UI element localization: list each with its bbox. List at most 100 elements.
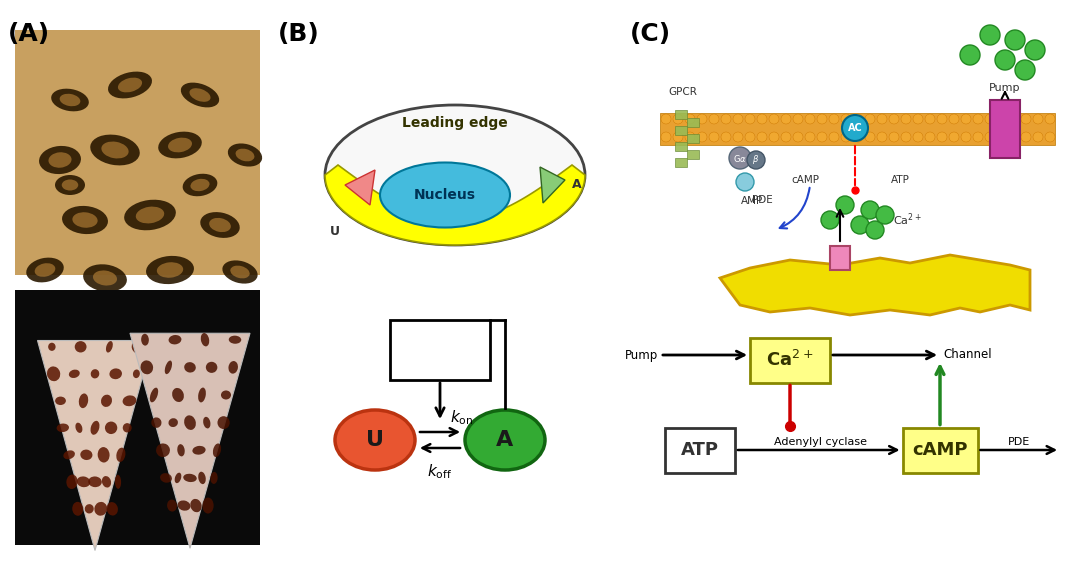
Ellipse shape [114,475,121,489]
Circle shape [781,132,791,142]
Ellipse shape [175,473,181,483]
Bar [903,428,977,473]
Ellipse shape [102,476,111,488]
Ellipse shape [177,444,185,456]
Ellipse shape [229,336,241,344]
Text: A: A [572,178,582,192]
Ellipse shape [91,421,99,435]
Ellipse shape [62,206,108,234]
Polygon shape [720,255,1030,315]
Ellipse shape [106,341,112,353]
Text: PDE: PDE [1008,437,1030,447]
Ellipse shape [150,388,158,402]
Ellipse shape [64,450,75,459]
Ellipse shape [77,477,91,487]
Ellipse shape [211,472,218,484]
Ellipse shape [221,391,231,399]
Circle shape [821,211,839,229]
Ellipse shape [117,448,125,462]
Ellipse shape [146,256,194,284]
Ellipse shape [183,174,217,196]
Ellipse shape [229,361,238,374]
Circle shape [1045,132,1055,142]
Ellipse shape [72,502,83,516]
Circle shape [729,147,751,169]
Ellipse shape [217,416,230,429]
Ellipse shape [123,423,132,433]
Circle shape [851,216,869,234]
Ellipse shape [198,388,206,402]
Bar [665,428,735,473]
Circle shape [877,132,887,142]
Circle shape [877,114,887,124]
Bar [750,338,831,383]
Circle shape [661,114,671,124]
Circle shape [865,132,875,142]
Circle shape [673,114,683,124]
Circle shape [1032,114,1043,124]
Ellipse shape [180,83,219,107]
Circle shape [805,114,815,124]
Ellipse shape [55,175,85,195]
Ellipse shape [26,257,64,282]
Ellipse shape [102,395,112,407]
Ellipse shape [222,260,258,284]
Ellipse shape [192,446,205,455]
Bar [675,142,687,151]
Circle shape [769,132,779,142]
Text: ATP: ATP [891,175,909,185]
Circle shape [757,114,767,124]
Circle shape [985,132,995,142]
Ellipse shape [228,144,262,167]
Circle shape [769,114,779,124]
Ellipse shape [49,152,71,168]
Ellipse shape [109,368,122,379]
Circle shape [1009,132,1020,142]
Ellipse shape [335,410,415,470]
Circle shape [747,151,765,169]
Ellipse shape [201,333,210,346]
Polygon shape [345,170,375,205]
Ellipse shape [35,263,55,277]
Ellipse shape [151,417,162,428]
Bar [390,320,490,380]
Bar [15,290,260,545]
Text: $\beta$: $\beta$ [753,153,759,167]
Ellipse shape [168,418,178,427]
Ellipse shape [91,134,139,166]
Circle shape [861,201,879,219]
Circle shape [781,114,791,124]
Circle shape [733,132,743,142]
Circle shape [816,114,827,124]
Ellipse shape [97,447,109,463]
Text: Pump: Pump [989,83,1021,93]
Text: cAMP: cAMP [913,441,968,459]
Circle shape [1045,114,1055,124]
Circle shape [901,132,912,142]
Ellipse shape [136,207,164,223]
Text: Channel: Channel [943,349,991,362]
Circle shape [949,114,959,124]
Ellipse shape [69,370,80,378]
Ellipse shape [49,343,55,351]
Ellipse shape [167,500,177,512]
Ellipse shape [83,264,126,292]
Ellipse shape [75,341,86,353]
Text: Nucleus: Nucleus [414,188,476,202]
Ellipse shape [108,72,152,99]
Ellipse shape [157,444,170,457]
Circle shape [745,114,755,124]
Circle shape [745,132,755,142]
Circle shape [960,45,980,65]
Circle shape [697,132,707,142]
Ellipse shape [168,335,181,344]
Circle shape [961,114,971,124]
Ellipse shape [80,449,93,460]
Text: PDE: PDE [752,195,772,205]
Circle shape [735,173,754,191]
Bar [675,158,687,167]
Text: U: U [366,430,384,450]
Ellipse shape [190,499,202,512]
Ellipse shape [190,179,210,191]
Bar [15,30,260,275]
